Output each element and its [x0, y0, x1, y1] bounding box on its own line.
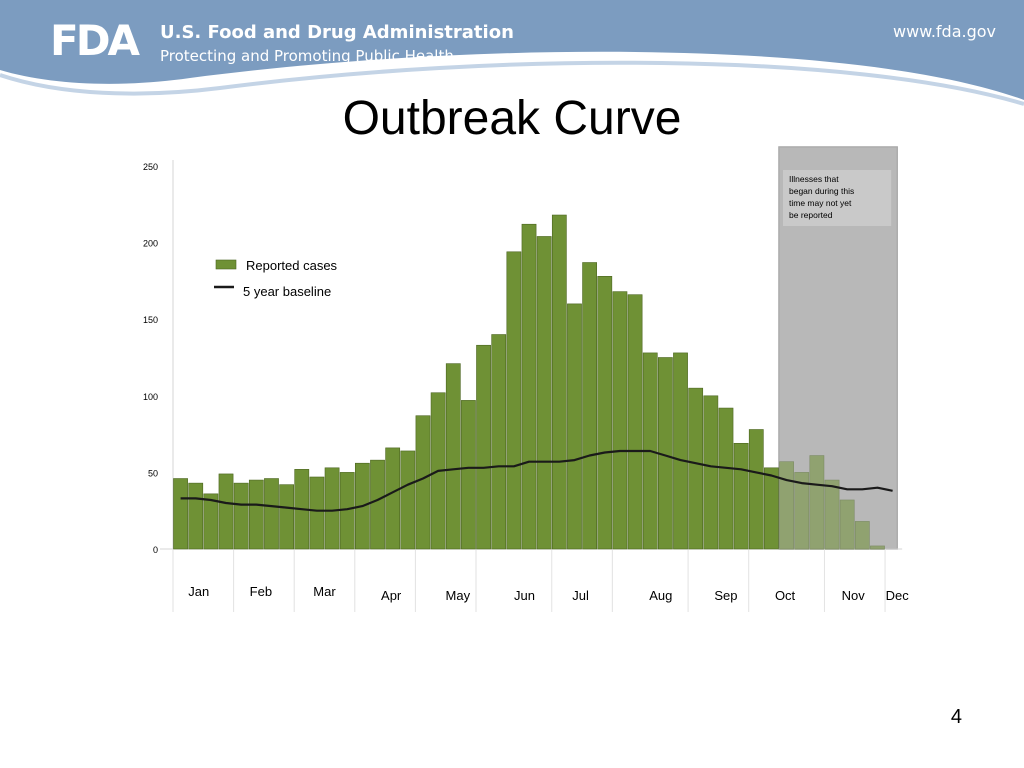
header-banner: [0, 0, 1024, 106]
bar: [385, 447, 401, 550]
fda-logo: FDA: [50, 16, 140, 65]
bar: [188, 482, 204, 550]
bar: [536, 236, 552, 550]
slide-title: Outbreak Curve: [342, 92, 682, 145]
annotation-text: Illnesses that began during this time may …: [789, 174, 854, 220]
bar: [415, 415, 431, 550]
y-tick-label: 250: [143, 162, 158, 172]
page-number: 4: [950, 706, 962, 728]
outbreak-chart: 0 50 100 150 200 250 Jan Feb Mar Apr May Jun Jul Aug…: [143, 146, 910, 612]
month-label: Oct: [775, 588, 796, 603]
y-tick-label: 150: [143, 315, 158, 325]
bar: [476, 344, 491, 550]
y-tick-label: 50: [148, 468, 158, 478]
bar: [703, 395, 719, 550]
agency-name: U.S. Food and Drug Administration: [160, 22, 514, 43]
bar: [673, 352, 688, 550]
month-label: Jul: [572, 588, 589, 603]
agency-tagline: Protecting and Promoting Public Health: [160, 47, 454, 65]
legend-swatch-reported: [215, 259, 237, 270]
bar: [400, 450, 416, 550]
bar: [521, 223, 537, 550]
month-label: Nov: [842, 588, 866, 603]
month-label: May: [446, 588, 471, 603]
bar: [764, 467, 779, 550]
bar: [839, 499, 855, 550]
bar: [582, 262, 597, 550]
bar: [233, 482, 249, 550]
bar: [794, 472, 810, 550]
month-label: Feb: [250, 584, 272, 599]
bar: [324, 467, 340, 550]
baseline-line: [180, 449, 893, 512]
y-tick-label: 100: [143, 392, 158, 402]
bar: [627, 294, 643, 550]
bar: [718, 407, 734, 550]
month-label: Jun: [514, 588, 535, 603]
bar: [779, 461, 794, 550]
bar: [445, 363, 461, 550]
bar: [203, 493, 219, 550]
bar: [248, 479, 264, 550]
bar: [370, 459, 385, 550]
y-tick-label: 0: [153, 545, 158, 555]
bar: [809, 455, 825, 550]
legend-label-reported: Reported cases: [246, 258, 338, 273]
website-link[interactable]: www.fda.gov: [893, 22, 996, 41]
bar: [870, 545, 885, 550]
banner-background: [0, 0, 1024, 100]
bar: [597, 276, 613, 550]
month-label: Mar: [313, 584, 336, 599]
bar: [491, 334, 507, 550]
bar: [748, 429, 764, 550]
bar: [551, 214, 567, 550]
bar: [688, 387, 704, 550]
bar: [612, 291, 628, 550]
bar: [173, 478, 188, 550]
bar: [279, 484, 294, 550]
month-label: Aug: [649, 588, 672, 603]
annotation-box: [783, 170, 892, 226]
banner-swoosh: [0, 60, 1024, 106]
y-tick-label: 200: [143, 239, 158, 249]
month-label: Jan: [188, 584, 209, 599]
bar: [733, 442, 749, 550]
month-label: Dec: [886, 588, 910, 603]
month-label: Sep: [714, 588, 737, 603]
bar: [461, 400, 476, 550]
bar: [264, 478, 279, 550]
bar: [567, 303, 582, 550]
bar: [218, 473, 234, 550]
legend-label-baseline: 5 year baseline: [243, 284, 331, 299]
bar: [824, 479, 840, 550]
bar: [309, 476, 325, 550]
bar: [854, 521, 870, 550]
month-label: Apr: [381, 588, 402, 603]
bar: [506, 251, 522, 550]
